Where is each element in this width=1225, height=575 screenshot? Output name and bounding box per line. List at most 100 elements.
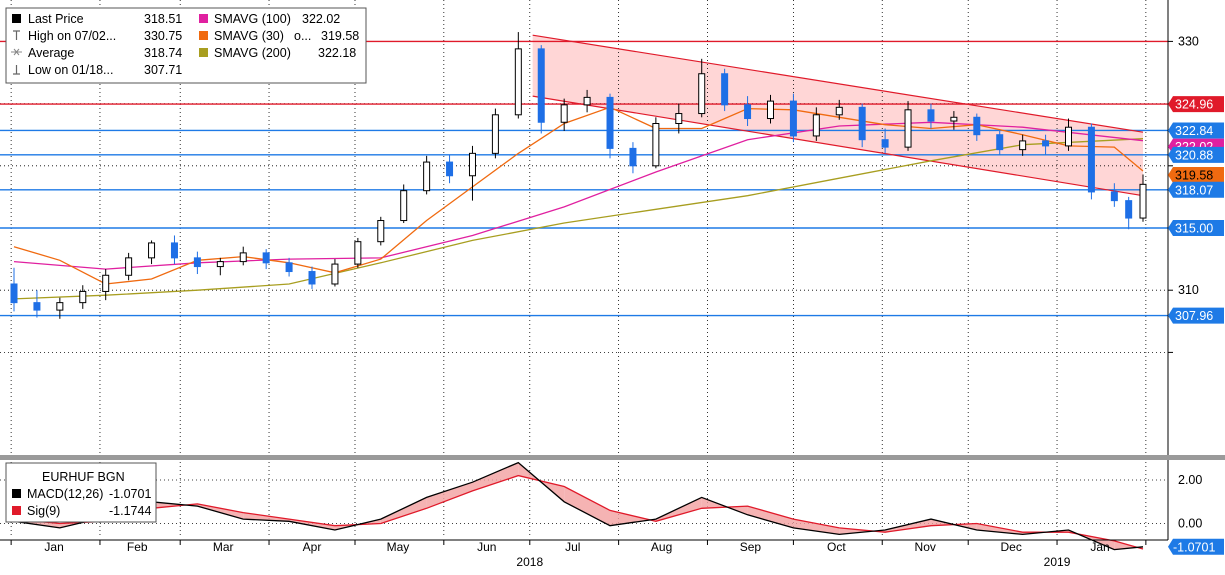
candle-body xyxy=(835,106,843,116)
candle xyxy=(468,145,476,201)
macd-histogram-fill xyxy=(426,482,473,509)
price-tag-text: 318.07 xyxy=(1175,183,1213,197)
candle-body xyxy=(698,73,706,115)
candle xyxy=(881,128,889,154)
price-tag: 320.88 xyxy=(1168,146,1224,163)
candle-body xyxy=(629,147,637,167)
legend-item-high: High on 07/02... 330.75 xyxy=(13,29,182,43)
candle-body xyxy=(148,242,156,259)
candle xyxy=(583,89,591,113)
panel-divider xyxy=(0,455,1225,460)
candle-body xyxy=(377,220,385,243)
price-tag-bg xyxy=(1168,307,1224,324)
candle xyxy=(950,111,958,130)
price-tag-text: 320.88 xyxy=(1175,148,1213,162)
channel-lines-layer xyxy=(532,34,1144,197)
month-label: Aug xyxy=(651,540,672,554)
candle-body xyxy=(468,152,476,177)
legend-last-price-value: 318.51 xyxy=(144,12,182,26)
macd-line xyxy=(13,461,1144,551)
month-label: May xyxy=(387,540,410,554)
candle xyxy=(33,290,41,318)
candle-body xyxy=(675,113,683,125)
candle xyxy=(1110,183,1118,207)
candle-body xyxy=(400,190,408,222)
candle-body xyxy=(308,271,316,285)
candle xyxy=(1019,134,1027,156)
candle-body xyxy=(216,261,224,268)
channel-lower-line xyxy=(532,95,1144,197)
legend-high-value: 330.75 xyxy=(144,29,182,43)
legend-average-value: 318.74 xyxy=(144,46,182,60)
candle xyxy=(446,154,454,184)
candle-body xyxy=(331,263,339,285)
price-tag: 307.96 xyxy=(1168,307,1224,324)
candle-body xyxy=(1019,140,1027,151)
candle-body xyxy=(583,96,591,106)
legend-high-label: High on 07/02... xyxy=(28,29,116,43)
candle-body xyxy=(102,274,110,292)
legend-item-last-price: Last Price 318.51 xyxy=(12,12,182,26)
sma100-swatch-icon xyxy=(199,14,208,23)
month-label: Dec xyxy=(1001,540,1022,554)
legend-low-label: Low on 01/18... xyxy=(28,63,113,77)
candle-body xyxy=(514,48,522,116)
candle xyxy=(1042,134,1050,155)
candle xyxy=(79,285,87,309)
candle-body xyxy=(262,252,270,264)
candle-body xyxy=(812,114,820,137)
candle-body xyxy=(491,114,499,154)
year-label: 2019 xyxy=(1044,555,1071,569)
candle-body xyxy=(170,242,178,259)
legend-item-sma200: SMAVG (200) 322.18 xyxy=(199,46,356,60)
candle-body xyxy=(996,134,1004,151)
candle xyxy=(239,246,247,266)
month-label: Mar xyxy=(213,540,234,554)
candle xyxy=(400,184,408,224)
candle xyxy=(1087,123,1095,200)
candle-body xyxy=(927,109,935,122)
candle xyxy=(858,103,866,148)
low-marker-icon xyxy=(13,65,20,75)
candle xyxy=(377,216,385,246)
legend-sma100-value: 322.02 xyxy=(302,12,340,26)
candles-layer xyxy=(10,32,1147,319)
price-labels-layer: 324.96322.84322.02320.88319.58318.07315.… xyxy=(1168,96,1224,555)
macd-legend-signal-label: Sig(9) xyxy=(27,504,60,518)
legend-sma100-label: SMAVG (100) xyxy=(214,12,291,26)
macd-histogram-fill xyxy=(793,519,840,535)
main-legend: Last Price 318.51 High on 07/02... 330.7… xyxy=(5,7,367,84)
macd-tick-label: 0.00 xyxy=(1178,517,1202,531)
price-tag-text: 319.58 xyxy=(1175,169,1213,183)
candle xyxy=(491,108,499,159)
month-label: Jun xyxy=(477,540,496,554)
price-tag-bg xyxy=(1168,181,1224,198)
candle-body xyxy=(721,73,729,106)
price-tag-text: 315.00 xyxy=(1175,222,1213,236)
candle xyxy=(125,252,133,281)
price-tag-bg xyxy=(1168,146,1224,163)
month-label: Jan xyxy=(44,540,63,554)
macd-legend-macd-label: MACD(12,26) xyxy=(27,487,103,501)
legend-sma30-value: 319.58 xyxy=(321,29,359,43)
macd-legend: EURHUF BGN MACD(12,26) -1.0701 Sig(9) -1… xyxy=(5,462,157,523)
candle xyxy=(560,98,568,131)
candle xyxy=(927,103,935,129)
sma30-line xyxy=(13,106,1144,285)
legend-sma200-label: SMAVG (200) xyxy=(214,46,291,60)
price-tag-bg xyxy=(1168,96,1224,113)
legend-item-average: Average 318.74 xyxy=(11,46,182,60)
month-label: Oct xyxy=(827,540,846,554)
macd-histogram-fill xyxy=(747,506,794,528)
candle xyxy=(354,237,362,268)
candle-body xyxy=(1064,126,1072,147)
y-tick-label: 330 xyxy=(1178,34,1199,48)
signal-swatch-icon xyxy=(12,506,21,515)
macd-legend-signal-value: -1.1744 xyxy=(109,504,151,518)
channel-upper-line xyxy=(532,34,1144,133)
square-black-icon xyxy=(12,14,21,23)
candle-body xyxy=(652,123,660,167)
candle xyxy=(1125,196,1133,230)
macd-tick-label: 2.00 xyxy=(1178,473,1202,487)
